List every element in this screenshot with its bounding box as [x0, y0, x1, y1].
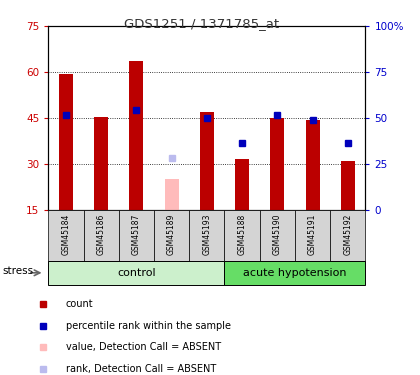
Bar — [270, 118, 284, 210]
Text: GSM45189: GSM45189 — [167, 214, 176, 255]
Bar — [260, 210, 295, 261]
Text: acute hypotension: acute hypotension — [243, 268, 346, 278]
Bar — [200, 112, 214, 210]
Bar — [48, 210, 84, 261]
Bar — [305, 120, 320, 210]
Text: percentile rank within the sample: percentile rank within the sample — [66, 321, 231, 331]
Bar — [341, 161, 355, 210]
Bar — [59, 74, 73, 210]
Text: GSM45191: GSM45191 — [308, 214, 317, 255]
Bar — [224, 210, 260, 261]
Text: GSM45187: GSM45187 — [132, 214, 141, 255]
Bar — [295, 210, 330, 261]
Text: GSM45190: GSM45190 — [273, 213, 282, 255]
Bar — [224, 261, 365, 285]
Text: GSM45184: GSM45184 — [61, 214, 71, 255]
Text: GSM45192: GSM45192 — [343, 214, 352, 255]
Text: value, Detection Call = ABSENT: value, Detection Call = ABSENT — [66, 342, 221, 352]
Bar — [94, 117, 108, 210]
Bar — [48, 261, 224, 285]
Text: GSM45193: GSM45193 — [202, 213, 211, 255]
Bar — [154, 210, 189, 261]
Bar — [330, 210, 365, 261]
Text: stress: stress — [2, 266, 33, 276]
Bar — [189, 210, 224, 261]
Text: GSM45186: GSM45186 — [97, 214, 106, 255]
Bar — [235, 159, 249, 210]
Text: GDS1251 / 1371785_at: GDS1251 / 1371785_at — [124, 17, 279, 30]
Bar — [84, 210, 119, 261]
Text: GSM45188: GSM45188 — [238, 214, 247, 255]
Bar — [129, 62, 143, 210]
Bar — [165, 179, 178, 210]
Bar — [119, 210, 154, 261]
Text: control: control — [117, 268, 156, 278]
Text: rank, Detection Call = ABSENT: rank, Detection Call = ABSENT — [66, 364, 216, 374]
Text: count: count — [66, 299, 94, 309]
